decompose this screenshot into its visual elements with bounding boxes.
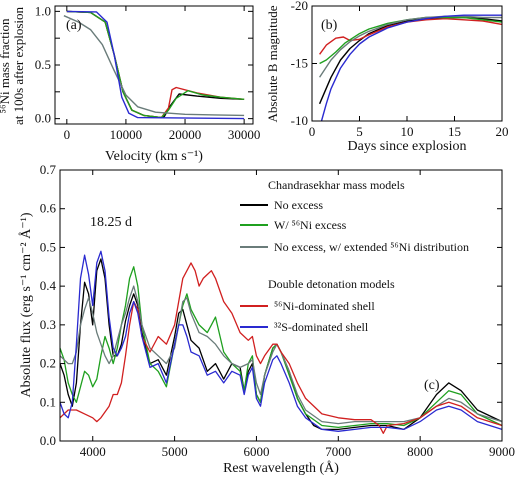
panel-b-xtick-label: 0 (309, 124, 316, 139)
panel-b-xlabel: Days since explosion (348, 139, 467, 154)
panel-c-xtick-label: 7000 (325, 444, 351, 459)
panel-c-series-4 (59, 250, 503, 432)
legend-label-s-shell: ³²S-dominated shell (274, 320, 369, 334)
panel-c-xtick-label: 4000 (80, 444, 106, 459)
panel-b-series-3 (319, 15, 502, 78)
panel-a-series-4 (66, 10, 245, 120)
panel-c-ytick-label: 0.5 (40, 239, 56, 254)
panel-c-xtick-label: 5000 (162, 444, 188, 459)
panel-b-ytick-label: -15 (291, 56, 308, 71)
panel-a-ytick-label: 0.5 (35, 57, 51, 72)
panel-c-label: (c) (424, 378, 440, 393)
panel-a-xtick-label: 30000 (228, 127, 261, 142)
panel-a-series-3 (63, 15, 245, 117)
panel-b-xtick-label: 10 (401, 124, 414, 139)
panel-a: 0 10000 20000 30000 0.0 0.5 1.0 (a) Velocity (… (0, 3, 260, 164)
panel-a-frame (54, 5, 254, 125)
panel-c-series-2 (59, 285, 503, 425)
panel-b-ticks: 0 5 10 15 20 -10 -15 -20 (291, 0, 509, 139)
panel-c-series (59, 250, 503, 434)
panel-b: 0 5 10 15 20 -10 -15 -20 (b) Days since explosi… (265, 0, 509, 154)
panel-b-series-4 (320, 14, 502, 122)
panel-c-xtick-label: 9000 (489, 444, 515, 459)
panel-c-xlabel: Rest wavelength (Å) (223, 460, 339, 476)
panel-a-xlabel: Velocity (km s⁻¹) (105, 149, 203, 164)
legend-heading-chandrasekhar: Chandrasekhar mass models (268, 178, 405, 192)
panel-b-frame (311, 5, 503, 122)
panel-a-ylabel-line1: ⁵⁶Ni mass fraction (0, 18, 12, 113)
panel-b-xtick-label: 15 (448, 124, 461, 139)
panel-b-ytick-label: -10 (291, 113, 308, 128)
panel-c-ytick-label: 0.6 (40, 201, 57, 216)
panel-a-series-0 (66, 10, 245, 119)
panel-b-series-2 (319, 16, 503, 65)
legend: Chandrasekhar mass models No excess W/ ⁵… (240, 178, 469, 334)
panel-b-ylabel: Absolute B magnitude (265, 5, 280, 122)
panel-c-xtick-label: 6000 (243, 444, 269, 459)
panel-b-series (318, 14, 503, 122)
panel-c-ticks: 4000 5000 6000 7000 8000 9000 0.0 0.1 0.2 0.3 0.4 0… (40, 162, 515, 459)
panel-c-frame (59, 169, 503, 442)
legend-label-ni-shell: ⁵⁶Ni-dominated shell (274, 299, 375, 313)
panel-c: 4000 5000 6000 7000 8000 9000 0.0 0.1 0.2 0.3 0.4 0… (18, 162, 515, 476)
panel-a-ytick-label: 1.0 (35, 3, 51, 18)
panel-a-xtick-label: 10000 (110, 127, 143, 142)
panel-a-ticks: 0 10000 20000 30000 0.0 0.5 1.0 (35, 3, 261, 142)
epoch-annotation: 18.25 d (90, 215, 132, 230)
panel-c-xtick-label: 8000 (407, 444, 433, 459)
legend-heading-double-detonation: Double detonation models (268, 277, 395, 291)
legend-label-extended-ni: No excess, w/ extended ⁵⁶Ni distribution (274, 240, 469, 254)
panel-c-ytick-label: 0.7 (40, 162, 57, 177)
panel-c-ylabel: Absolute flux (erg s⁻¹ cm⁻² Å⁻¹) (18, 212, 34, 397)
panel-a-label: (a) (66, 18, 82, 33)
panel-a-series (63, 10, 245, 120)
panel-c-series-3 (59, 262, 503, 434)
panel-c-ytick-label: 0.0 (40, 433, 56, 448)
panel-c-ytick-label: 0.1 (40, 394, 56, 409)
panel-b-series-0 (318, 16, 503, 105)
panel-a-xtick-label: 20000 (169, 127, 202, 142)
panel-a-ytick-label: 0.0 (35, 111, 51, 126)
panel-b-label: (b) (321, 18, 338, 33)
panel-c-series-0 (59, 258, 503, 431)
legend-label-ni-excess: W/ ⁵⁶Ni excess (274, 218, 347, 232)
panel-b-xtick-label: 20 (496, 124, 509, 139)
panel-b-series-1 (319, 18, 503, 55)
panel-a-series-1 (66, 10, 245, 119)
panel-a-xtick-label: 0 (64, 127, 71, 142)
panel-c-series-1 (59, 266, 503, 429)
panel-b-xtick-label: 5 (356, 124, 363, 139)
panel-a-ylabel-line2: at 100s after explosion (11, 6, 26, 125)
panel-b-ytick-label: -20 (291, 0, 308, 13)
panel-c-ytick-label: 0.4 (40, 278, 57, 293)
panel-c-ytick-label: 0.2 (40, 356, 56, 371)
panel-c-ytick-label: 0.3 (40, 317, 56, 332)
panel-a-series-2 (66, 10, 245, 119)
legend-label-no-excess: No excess (274, 198, 323, 212)
